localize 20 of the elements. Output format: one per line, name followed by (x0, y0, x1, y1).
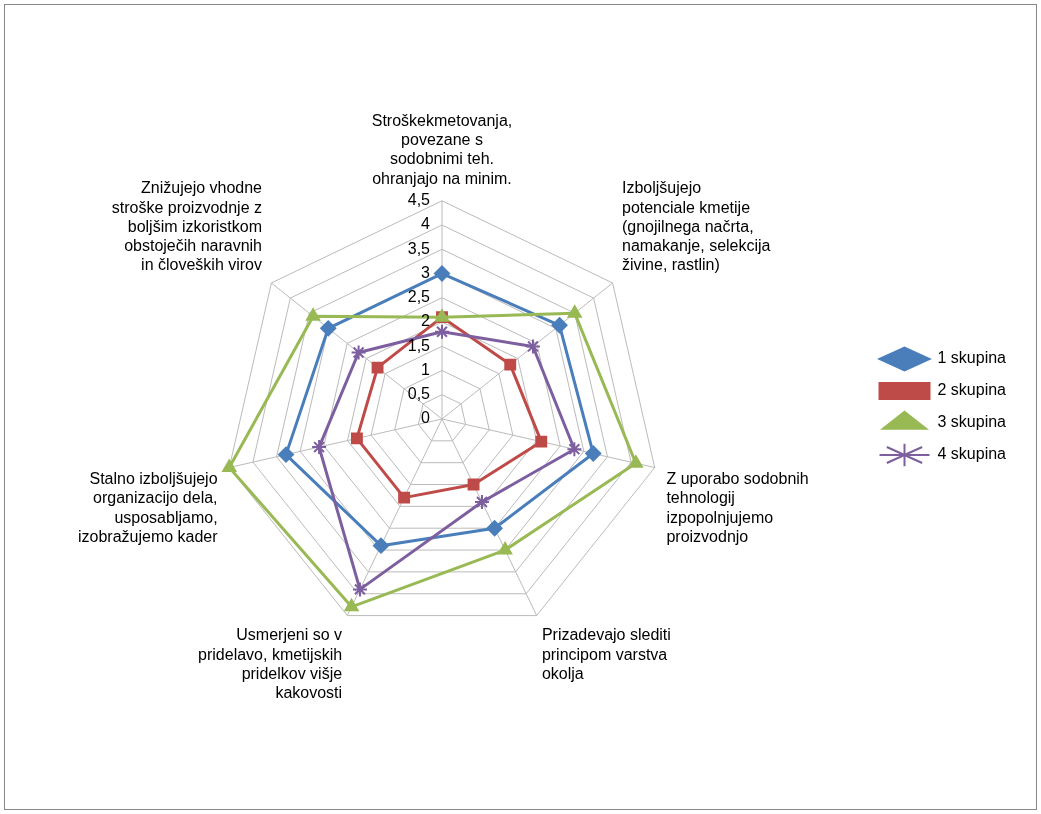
spoke-label: Znižujejo vhodne stroške proizvodnje z boljšim izkoristkom obstoječih naravnih in človeških virov (111, 179, 263, 274)
legend-label: 1 skupina (937, 349, 1007, 367)
y-tick-label: 1,5 (407, 336, 431, 354)
legend-label: 2 skupina (937, 381, 1007, 399)
spoke-label: Usmerjeni so v pridelavo, kmetijskih pridelkov višje kakovosti (198, 626, 343, 702)
y-tick-label: 0,5 (407, 385, 431, 403)
spoke-label: Stalno izboljšujejo organizacijo dela, usposabljamo, izobražujemo kader (77, 470, 219, 545)
y-tick-label: 4 (421, 215, 431, 233)
y-tick-label: 3 (421, 263, 431, 281)
y-tick-label: 0 (421, 409, 431, 427)
legend-label: 3 skupina (937, 413, 1007, 431)
spoke-label: Prizadevajo slediti principom varstva okolja (541, 626, 671, 682)
legend-label: 4 skupina (937, 445, 1007, 463)
spoke-label: Stroškekmetovanja, povezane s sodobnimi teh. ohranjajo na minim. (371, 112, 513, 187)
spoke-label: Z uporabo sodobnih tehnologij izpopolnjujemo proizvodnjo (666, 470, 809, 545)
y-tick-label: 4,5 (407, 191, 431, 209)
y-tick-label: 2,5 (407, 288, 431, 306)
y-tick-label: 1 (421, 360, 431, 378)
y-tick-label: 3,5 (407, 239, 431, 257)
spoke-label: Izboljšujejo potenciale kmetije (gnojilnega načrta, namakanje, selekcija živine, rastlin) (621, 179, 771, 274)
